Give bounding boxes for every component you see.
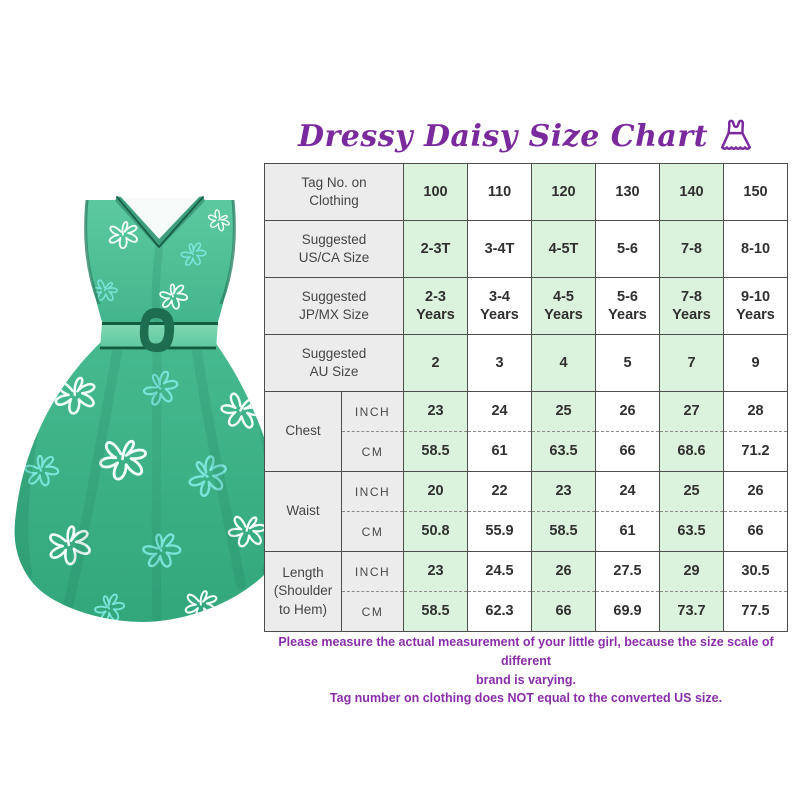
size-cell: 140 (659, 163, 725, 221)
table-row: Suggested US/CA Size 2-3T 3-4T 4-5T 5-6 7-8 8-… (263, 220, 789, 278)
row-label: Suggested US/CA Size (263, 220, 405, 278)
dress-photo (5, 192, 290, 667)
belt-band (100, 322, 218, 350)
row-label: Length (Shoulder to Hem) (264, 551, 342, 632)
size-cell: 28 (723, 391, 789, 432)
size-cell: 7-8 (659, 220, 725, 278)
size-cell: 3 (467, 334, 533, 392)
unit-label: CM (340, 431, 405, 472)
size-cell: 2-3T (403, 220, 469, 278)
size-cell: 23 (403, 551, 469, 592)
footer-note-2: Tag number on clothing does NOT equal to… (329, 691, 723, 706)
size-cell: 2 (403, 334, 469, 392)
size-cell: 24 (595, 471, 661, 512)
size-cell: 4 (531, 334, 597, 392)
size-cell: 25 (659, 471, 725, 512)
size-cell: 26 (531, 551, 597, 592)
size-chart-table: Tag No. on Clothing 100 110 120 130 140 150 Sug… (263, 163, 789, 632)
size-cell: 24.5 (467, 551, 533, 592)
size-cell: 9-10 Years (723, 277, 789, 335)
table-row: Length (Shoulder to Hem) INCH 23 24.5 26 27.5… (264, 551, 789, 632)
size-cell: 9 (723, 334, 789, 392)
footer-notes: Please measure the actual measurement of… (264, 633, 788, 708)
row-label: Suggested AU Size (263, 334, 405, 392)
size-cell: 66 (723, 511, 789, 552)
size-cell: 2-3 Years (403, 277, 469, 335)
size-cell: 110 (467, 163, 533, 221)
size-cell: 26 (723, 471, 789, 512)
size-cell: 3-4 Years (467, 277, 533, 335)
size-cell: 63.5 (659, 511, 725, 552)
size-cell: 4-5 Years (531, 277, 597, 335)
row-label: Suggested JP/MX Size (263, 277, 405, 335)
size-cell: 130 (595, 163, 661, 221)
neck-inset (117, 198, 203, 246)
unit-label: CM (340, 511, 405, 552)
table-row: Tag No. on Clothing 100 110 120 130 140 150 (263, 163, 789, 221)
size-cell: 55.9 (467, 511, 533, 552)
size-cell: 69.9 (595, 591, 661, 632)
page-title-row: Dressy Daisy Size Chart (264, 110, 788, 162)
size-cell: 66 (531, 591, 597, 632)
table-row: Suggested AU Size 2 3 4 5 7 9 (263, 334, 789, 392)
table-row: Chest INCH 23 24 25 26 27 28 (264, 391, 789, 472)
size-cell: 8-10 (723, 220, 789, 278)
row-label: Waist (264, 471, 342, 552)
size-cell: 150 (723, 163, 789, 221)
table-row: CM 58.5 61 63.5 66 68.6 71.2 (265, 431, 789, 472)
size-cell: 58.5 (531, 511, 597, 552)
size-cell: 61 (595, 511, 661, 552)
size-cell: 62.3 (467, 591, 533, 632)
size-cell: 29 (659, 551, 725, 592)
size-cell: 58.5 (403, 591, 469, 632)
armhole-edge-right (219, 199, 236, 305)
size-cell: 50.8 (403, 511, 469, 552)
size-cell: 26 (595, 391, 661, 432)
unit-label: CM (340, 591, 405, 632)
size-cell: 3-4T (467, 220, 533, 278)
size-cell: 120 (531, 163, 597, 221)
armhole-edge-left (84, 199, 101, 305)
belt-buckle (139, 308, 175, 353)
size-cell: 30.5 (723, 551, 789, 592)
size-cell: 25 (531, 391, 597, 432)
row-label: Chest (264, 391, 342, 472)
size-cell: 5 (595, 334, 661, 392)
size-cell: 23 (403, 391, 469, 432)
footer-note-1: Please measure the actual measurement of… (278, 635, 774, 687)
size-cell: 23 (531, 471, 597, 512)
size-cell: 7-8 Years (659, 277, 725, 335)
table-row: CM 58.5 62.3 66 69.9 73.7 77.5 (265, 591, 789, 632)
unit-label: INCH (340, 551, 405, 592)
size-cell: 73.7 (659, 591, 725, 632)
size-cell: 63.5 (531, 431, 597, 472)
size-cell: 24 (467, 391, 533, 432)
size-cell: 5-6 Years (595, 277, 661, 335)
unit-label: INCH (340, 471, 405, 512)
unit-label: INCH (340, 391, 405, 432)
size-cell: 4-5T (531, 220, 597, 278)
size-cell: 68.6 (659, 431, 725, 472)
size-cell: 71.2 (723, 431, 789, 472)
dress-icon (721, 119, 752, 151)
size-cell: 58.5 (403, 431, 469, 472)
table-row: Suggested JP/MX Size 2-3 Years 3-4 Years 4-… (263, 277, 789, 335)
size-cell: 7 (659, 334, 725, 392)
table-row: CM 50.8 55.9 58.5 61 63.5 66 (265, 511, 789, 552)
size-cell: 77.5 (723, 591, 789, 632)
size-cell: 27 (659, 391, 725, 432)
table-row: Waist INCH 20 22 23 24 25 26 (264, 471, 789, 552)
page-title: Dressy Daisy Size Chart (297, 118, 709, 154)
size-cell: 66 (595, 431, 661, 472)
row-label: Tag No. on Clothing (263, 163, 405, 221)
size-cell: 22 (467, 471, 533, 512)
size-cell: 5-6 (595, 220, 661, 278)
size-cell: 27.5 (595, 551, 661, 592)
size-cell: 100 (403, 163, 469, 221)
dress-image (14, 196, 285, 622)
neckline-trim-edge (116, 196, 204, 248)
size-cell: 20 (403, 471, 469, 512)
size-cell: 61 (467, 431, 533, 472)
